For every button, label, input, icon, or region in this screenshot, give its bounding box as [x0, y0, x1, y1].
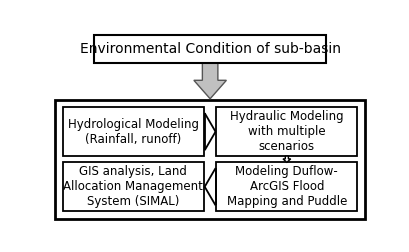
- Bar: [63, 162, 203, 211]
- Bar: [63, 107, 203, 156]
- Text: Hydrological Modeling
(Rainfall, runoff): Hydrological Modeling (Rainfall, runoff): [68, 118, 198, 146]
- Bar: [216, 162, 357, 211]
- Bar: [216, 107, 357, 156]
- Text: Environmental Condition of sub-basin: Environmental Condition of sub-basin: [79, 42, 340, 56]
- Text: Hydraulic Modeling
with multiple
scenarios: Hydraulic Modeling with multiple scenari…: [229, 110, 343, 153]
- Polygon shape: [193, 62, 226, 99]
- Polygon shape: [282, 156, 290, 162]
- Text: GIS analysis, Land
Allocation Management
System (SIMAL): GIS analysis, Land Allocation Management…: [63, 165, 203, 208]
- Text: Modeling Duflow-
ArcGIS Flood
Mapping and Puddle: Modeling Duflow- ArcGIS Flood Mapping an…: [226, 165, 346, 208]
- Bar: [55, 100, 364, 219]
- Bar: [94, 35, 326, 62]
